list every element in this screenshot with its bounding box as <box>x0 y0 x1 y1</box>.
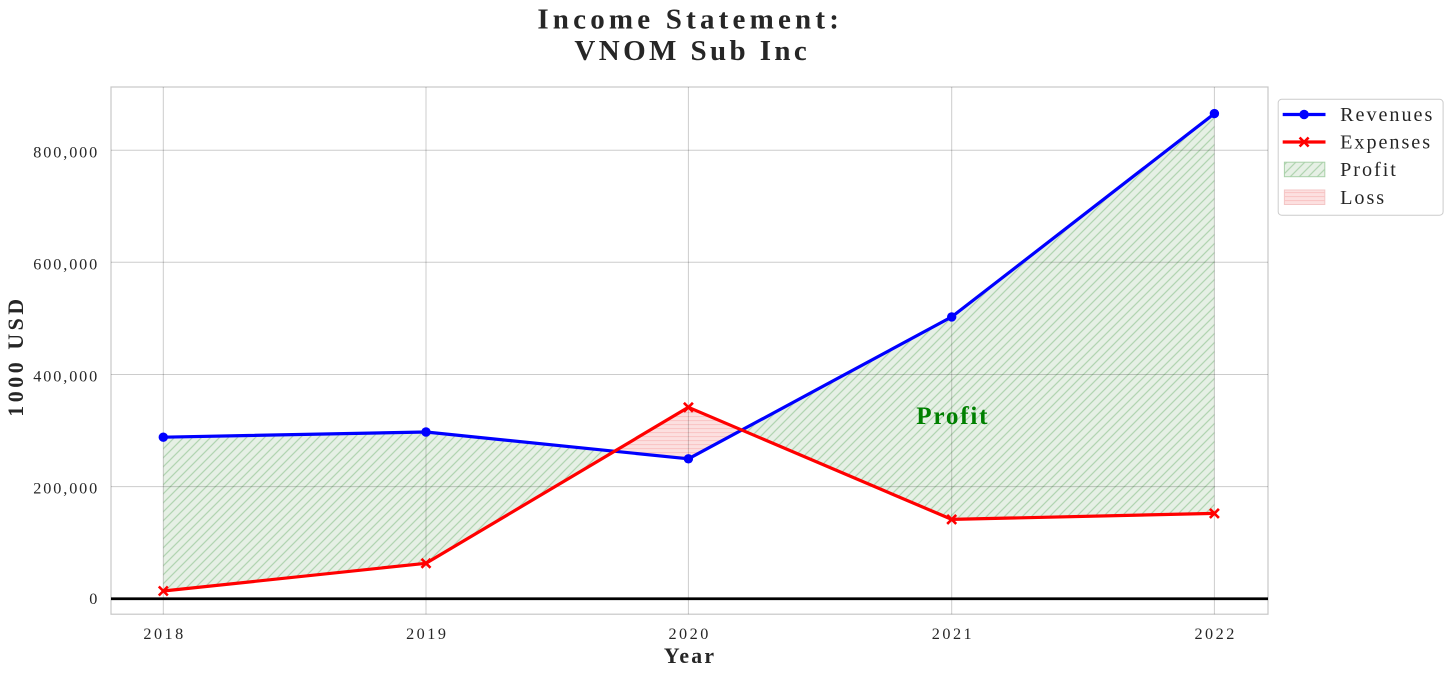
svg-text:Profit: Profit <box>916 403 989 430</box>
svg-text:1000 USD: 1000 USD <box>4 295 28 416</box>
svg-text:Profit: Profit <box>1340 159 1398 181</box>
svg-text:Income Statement:: Income Statement: <box>537 4 843 36</box>
svg-text:VNOM Sub Inc: VNOM Sub Inc <box>574 35 810 67</box>
svg-text:0: 0 <box>89 590 99 608</box>
svg-text:400,000: 400,000 <box>33 368 99 386</box>
svg-text:200,000: 200,000 <box>33 480 99 498</box>
svg-text:2018: 2018 <box>143 625 185 643</box>
svg-text:Year: Year <box>664 644 716 668</box>
svg-text:Loss: Loss <box>1340 187 1386 209</box>
svg-text:Expenses: Expenses <box>1340 132 1432 154</box>
svg-text:2021: 2021 <box>932 625 974 643</box>
svg-text:2020: 2020 <box>668 625 710 643</box>
svg-text:2019: 2019 <box>406 625 448 643</box>
svg-text:Revenues: Revenues <box>1340 104 1434 126</box>
svg-text:800,000: 800,000 <box>33 143 99 161</box>
svg-text:2022: 2022 <box>1194 625 1236 643</box>
svg-text:600,000: 600,000 <box>33 255 99 273</box>
